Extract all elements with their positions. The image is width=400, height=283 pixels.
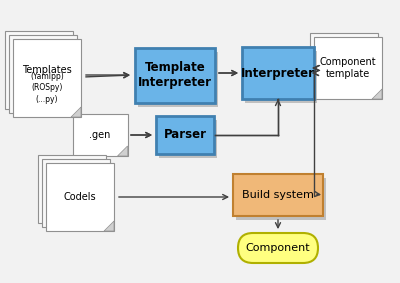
Text: (Yamlpp)
(ROSpy)
(...py): (Yamlpp) (ROSpy) (...py)	[30, 72, 64, 104]
FancyBboxPatch shape	[310, 33, 378, 95]
Polygon shape	[67, 103, 77, 113]
Text: Component
template: Component template	[320, 57, 376, 79]
Polygon shape	[104, 221, 114, 231]
Polygon shape	[372, 89, 382, 99]
FancyBboxPatch shape	[46, 163, 114, 231]
Polygon shape	[63, 99, 73, 109]
Text: Parser: Parser	[164, 128, 206, 142]
Polygon shape	[71, 107, 81, 117]
FancyBboxPatch shape	[245, 51, 317, 103]
FancyBboxPatch shape	[156, 116, 214, 154]
FancyBboxPatch shape	[236, 178, 326, 220]
FancyBboxPatch shape	[314, 37, 382, 99]
Text: Component: Component	[246, 243, 310, 253]
FancyBboxPatch shape	[135, 48, 215, 102]
FancyBboxPatch shape	[9, 35, 77, 113]
Polygon shape	[118, 146, 128, 156]
Polygon shape	[96, 213, 106, 223]
Text: Build system: Build system	[242, 190, 314, 200]
FancyBboxPatch shape	[238, 233, 318, 263]
FancyBboxPatch shape	[242, 47, 314, 99]
Text: Template
Interpreter: Template Interpreter	[138, 61, 212, 89]
Text: .gen: .gen	[89, 130, 111, 140]
FancyBboxPatch shape	[5, 31, 73, 109]
FancyBboxPatch shape	[42, 159, 110, 227]
Text: Templates: Templates	[22, 65, 72, 75]
FancyBboxPatch shape	[233, 174, 323, 216]
FancyBboxPatch shape	[13, 39, 81, 117]
Text: Codels: Codels	[64, 192, 96, 202]
Polygon shape	[100, 217, 110, 227]
FancyBboxPatch shape	[72, 114, 128, 156]
FancyBboxPatch shape	[138, 52, 218, 106]
Text: Interpreter: Interpreter	[241, 67, 315, 80]
Polygon shape	[368, 85, 378, 95]
FancyBboxPatch shape	[38, 155, 106, 223]
FancyBboxPatch shape	[159, 120, 217, 158]
